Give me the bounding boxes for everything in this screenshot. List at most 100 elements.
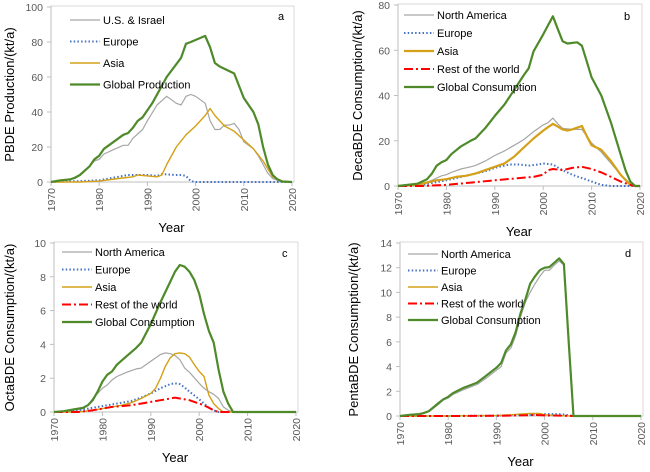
panel-label: c: [282, 248, 288, 260]
series-line-global-consumption: [397, 15, 640, 188]
x-tick-label: 2000: [540, 422, 552, 446]
x-tick-label: 1970: [46, 188, 58, 212]
series-line-global-consumption: [399, 257, 641, 418]
x-tick-label: 2000: [194, 418, 206, 442]
legend-label: Europe: [437, 28, 472, 40]
legend-label: Asia: [441, 282, 463, 294]
legend-label: Europe: [95, 265, 130, 277]
panel-label: b: [624, 11, 630, 23]
legend-label: Asia: [437, 46, 459, 58]
y-tick-label: 20: [31, 142, 43, 154]
y-tick-label: 40: [378, 91, 390, 103]
legend-label: Rest of the world: [437, 64, 520, 76]
y-tick-label: 0: [40, 407, 46, 419]
series-line-global-production: [50, 34, 293, 184]
series-line-rest-of-the-world: [400, 414, 641, 417]
x-tick-label: 2000: [538, 192, 550, 216]
series-line-global-consumption: [53, 263, 296, 414]
y-tick-label: 0: [386, 411, 392, 423]
y-tick-label: 60: [378, 45, 390, 57]
x-tick-label: 1980: [97, 418, 109, 442]
series-line-asia: [54, 352, 296, 413]
legend-label: Asia: [95, 282, 117, 294]
series-line-asia: [51, 107, 293, 183]
x-tick-label: 2010: [587, 192, 599, 216]
y-axis-title: OctaBDE Consumption/(kt/a): [2, 244, 17, 412]
series-line-europe: [50, 173, 292, 183]
y-tick-label: 8: [40, 272, 46, 284]
y-tick-label: 2: [386, 386, 392, 398]
panel-d: 0 2 4 6 8 10 12 14 1970 1980 1990 2000 2010 2020 Year P…: [346, 238, 648, 469]
y-tick-label: 100: [25, 2, 43, 14]
series-line-europe: [397, 162, 640, 187]
legend-label: Europe: [441, 266, 476, 278]
y-tick-label: 60: [31, 72, 43, 84]
x-tick-label: 1970: [395, 422, 407, 446]
legend-label: Global Consumption: [95, 317, 195, 329]
x-tick-label: 2020: [635, 192, 647, 216]
legend-label: Rest of the world: [441, 299, 524, 311]
y-axis-title: DecaBDE Consumption/(kt/a): [350, 10, 365, 181]
panel-a: 0 20 40 60 80 100 1970 1980 1990 2000 2010 2020 Year…: [2, 2, 299, 235]
x-axis-title: Year: [507, 454, 534, 469]
legend-label: North America: [95, 247, 166, 259]
x-tick-label: 2020: [291, 418, 303, 442]
panel-b: 0 20 40 60 80 1970 1980 1990 2000 2010 2020 Year Dec…: [350, 0, 647, 239]
x-tick-label: 1990: [490, 192, 502, 216]
x-tick-label: 1990: [146, 418, 158, 442]
y-tick-label: 6: [386, 337, 392, 349]
x-tick-label: 2020: [636, 422, 648, 446]
y-tick-label: 6: [40, 306, 46, 318]
x-tick-label: 1980: [443, 422, 455, 446]
x-tick-label: 1970: [49, 418, 61, 442]
y-tick-label: 0: [384, 181, 390, 193]
y-axis-title: PBDE Production/(kt/a): [2, 27, 17, 161]
y-tick-label: 80: [31, 37, 43, 49]
y-tick-label: 0: [37, 177, 43, 189]
x-tick-label: 2010: [588, 422, 600, 446]
x-tick-label: 1980: [94, 188, 106, 212]
y-tick-label: 2: [40, 373, 46, 385]
legend-label: Europe: [103, 37, 138, 49]
y-tick-label: 10: [380, 287, 392, 299]
x-tick-label: 1990: [491, 422, 503, 446]
series-line-north-america: [397, 117, 640, 187]
legend-label: Asia: [103, 58, 125, 70]
y-tick-label: 10: [34, 238, 46, 250]
legend-label: North America: [441, 249, 512, 261]
panel-c: 0 2 4 6 8 10 1970 1980 1990 2000 2010 2020 Year OctaB…: [2, 238, 303, 465]
x-tick-label: 1990: [142, 188, 154, 212]
legend-label: U.S. & Israel: [103, 15, 165, 27]
legend-label: North America: [437, 10, 508, 22]
legend-label: Global Consumption: [437, 82, 537, 94]
y-tick-label: 40: [31, 107, 43, 119]
series-line-europe: [53, 382, 296, 413]
x-tick-label: 2020: [287, 188, 299, 212]
y-tick-label: 4: [386, 362, 392, 374]
y-tick-label: 12: [380, 263, 392, 275]
series-line-asia: [397, 122, 640, 188]
y-tick-label: 14: [380, 238, 392, 250]
y-tick-label: 4: [40, 339, 46, 351]
plot-area: [397, 3, 643, 187]
series-line-north-america: [399, 260, 641, 417]
x-axis-title: Year: [506, 224, 533, 239]
legend-label: Rest of the world: [95, 300, 178, 312]
x-tick-label: 1970: [393, 192, 405, 216]
y-tick-label: 20: [378, 136, 390, 148]
x-axis-title: Year: [158, 220, 185, 235]
y-tick-label: 80: [378, 0, 390, 12]
y-tick-label: 8: [386, 312, 392, 324]
x-tick-label: 2000: [191, 188, 203, 212]
legend-label: Global Consumption: [441, 315, 541, 327]
y-axis-title: PentaBDE Consumption/(kt/a): [346, 242, 361, 416]
series-line-rest-of-the-world: [54, 396, 296, 413]
x-axis-title: Year: [162, 450, 189, 465]
panel-label: a: [278, 11, 285, 23]
plot-area: [399, 241, 644, 417]
x-tick-label: 2010: [239, 188, 251, 212]
series-line-rest-of-the-world: [398, 165, 640, 187]
panel-label: d: [625, 248, 631, 260]
x-tick-label: 2010: [243, 418, 255, 442]
